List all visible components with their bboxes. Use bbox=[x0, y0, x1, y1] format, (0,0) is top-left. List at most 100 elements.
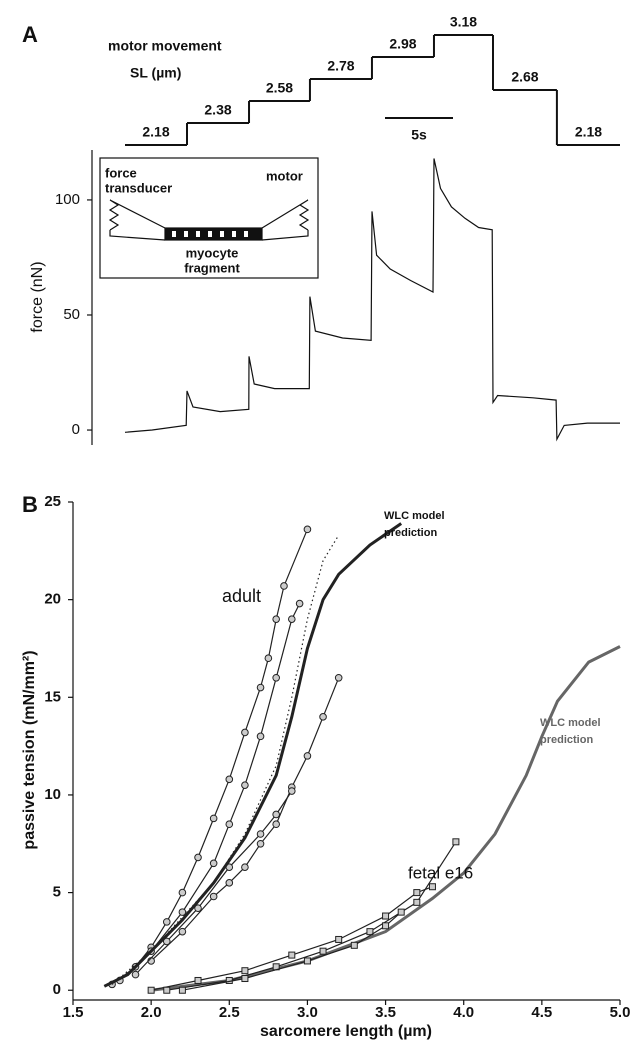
data-point bbox=[288, 951, 296, 959]
data-point bbox=[413, 898, 421, 906]
inset-label: transducer bbox=[105, 180, 172, 195]
data-line bbox=[111, 529, 308, 985]
data-point bbox=[225, 775, 234, 784]
protocol-unit: SL (µm) bbox=[130, 65, 181, 81]
annotation: prediction bbox=[540, 734, 593, 746]
data-point bbox=[295, 599, 304, 608]
data-point bbox=[194, 853, 202, 862]
data-point bbox=[272, 820, 280, 829]
data-point bbox=[280, 582, 288, 590]
step-label: 2.18 bbox=[142, 124, 169, 140]
inset-label: myocyte bbox=[186, 245, 239, 260]
data-point bbox=[335, 935, 343, 943]
y-tick-label: 25 bbox=[44, 493, 61, 510]
data-line bbox=[119, 603, 301, 981]
x-tick-label: 4.5 bbox=[531, 1004, 552, 1021]
step-label: 2.38 bbox=[204, 102, 231, 118]
data-point bbox=[303, 525, 312, 534]
data-point bbox=[162, 937, 171, 946]
data-point bbox=[178, 888, 187, 897]
data-line bbox=[150, 645, 621, 992]
data-point bbox=[178, 986, 186, 994]
inset-label: motor bbox=[266, 168, 303, 183]
data-point bbox=[194, 976, 202, 984]
x-tick-label: 3.5 bbox=[375, 1004, 396, 1021]
x-axis-label: sarcomere length (µm) bbox=[260, 1023, 432, 1040]
data-line bbox=[182, 911, 402, 991]
y-tick-label: 5 bbox=[53, 884, 61, 901]
data-point bbox=[241, 863, 249, 872]
y-axis-label: force (nN) bbox=[29, 261, 46, 332]
x-tick-label: 4.0 bbox=[453, 1004, 474, 1021]
data-point bbox=[272, 615, 280, 623]
data-line bbox=[150, 886, 433, 991]
data-point bbox=[288, 787, 296, 795]
x-tick-label: 5.0 bbox=[610, 1004, 631, 1021]
annotation: prediction bbox=[384, 527, 437, 539]
inset bbox=[99, 157, 319, 279]
x-tick-label: 2.0 bbox=[141, 1004, 162, 1021]
data-point bbox=[382, 912, 390, 920]
inset-label: fragment bbox=[184, 260, 240, 275]
data-point bbox=[225, 820, 234, 829]
data-point bbox=[194, 904, 202, 913]
inset-label: force bbox=[105, 165, 137, 180]
data-line bbox=[150, 677, 340, 962]
data-point bbox=[241, 728, 249, 737]
y-tick-label: 0 bbox=[53, 981, 61, 998]
data-point bbox=[382, 922, 390, 930]
step-label: 3.18 bbox=[450, 14, 477, 30]
step-label: 2.58 bbox=[266, 80, 293, 96]
y-tick-label: 10 bbox=[44, 786, 61, 803]
data-point bbox=[272, 810, 280, 819]
data-point bbox=[241, 975, 249, 983]
data-point bbox=[319, 947, 327, 955]
data-point bbox=[163, 986, 171, 994]
data-point bbox=[209, 892, 218, 901]
annotation: fetal e16 bbox=[408, 863, 473, 882]
data-point bbox=[131, 970, 140, 979]
step-label: 2.18 bbox=[575, 124, 602, 140]
data-point bbox=[178, 908, 187, 916]
data-point bbox=[209, 814, 218, 823]
y-tick-label: 15 bbox=[44, 688, 61, 705]
data-point bbox=[303, 752, 312, 760]
data-point bbox=[209, 859, 218, 868]
y-tick-label: 20 bbox=[44, 591, 61, 608]
data-point bbox=[334, 673, 343, 682]
data-point bbox=[350, 941, 358, 949]
data-point bbox=[256, 683, 265, 692]
data-point bbox=[397, 908, 405, 916]
step-label: 2.68 bbox=[511, 69, 538, 85]
x-tick-label: 3.0 bbox=[297, 1004, 318, 1021]
x-tick-label: 1.5 bbox=[63, 1004, 84, 1021]
data-point bbox=[241, 781, 249, 789]
data-point bbox=[413, 889, 421, 897]
data-line bbox=[103, 522, 403, 988]
data-line bbox=[124, 158, 620, 442]
step-label: 2.98 bbox=[389, 36, 416, 52]
y-axis-label: passive tension (mN/mm²) bbox=[21, 650, 38, 849]
data-point bbox=[264, 654, 273, 663]
data-point bbox=[256, 830, 265, 838]
data-point bbox=[272, 673, 280, 682]
data-point bbox=[241, 967, 249, 975]
panel-label: A bbox=[22, 22, 38, 47]
data-point bbox=[428, 883, 436, 891]
data-point bbox=[303, 957, 311, 965]
data-line bbox=[111, 534, 340, 985]
x-tick-label: 2.5 bbox=[219, 1004, 240, 1021]
data-point bbox=[452, 838, 460, 846]
data-point bbox=[256, 732, 265, 741]
data-point bbox=[319, 713, 327, 721]
data-point bbox=[256, 839, 265, 848]
data-point bbox=[288, 615, 296, 623]
protocol-title: motor movement bbox=[108, 38, 222, 54]
annotation: WLC model bbox=[384, 510, 445, 522]
step-label: 2.78 bbox=[327, 58, 354, 74]
annotation: adult bbox=[222, 586, 261, 606]
data-point bbox=[178, 927, 187, 936]
scale-bar-label: 5s bbox=[411, 127, 427, 143]
y-tick-label: 0 bbox=[72, 421, 80, 438]
